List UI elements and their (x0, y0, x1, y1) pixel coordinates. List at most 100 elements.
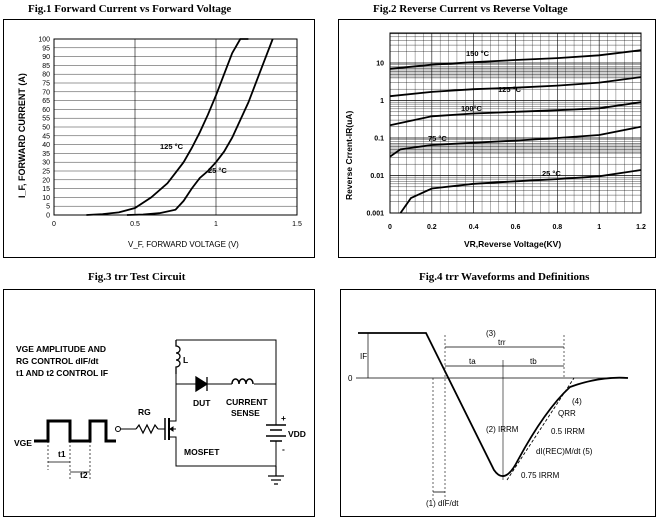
fig1-ytick: 20 (42, 177, 50, 184)
fig1-ytick: 60 (42, 107, 50, 114)
fig1-ytick: 10 (42, 195, 50, 202)
fig1-ytick: 15 (42, 186, 50, 193)
vdd-battery (266, 424, 286, 442)
inductor-l (175, 340, 181, 374)
fig2-ytick: 0.1 (374, 136, 384, 143)
fig2-series-1 (389, 76, 642, 98)
fig1-ytick: 5 (46, 204, 50, 211)
vge-pulse-waveform (34, 419, 116, 443)
slope-label: dI(REC)M/dt (5) (536, 447, 593, 456)
fig3-panel (3, 289, 315, 517)
fig2-xlabel: VR,Reverse Voltage(KV) (464, 239, 561, 249)
mosfet-arrow (169, 426, 176, 432)
fig2-label-125: 125 °C (498, 85, 522, 94)
fig2-title: Fig.2 Reverse Current vs Reverse Voltage (373, 3, 568, 15)
zero-label: 0 (348, 374, 353, 383)
rg-resistor (135, 423, 159, 435)
n3-label: (3) (486, 329, 496, 338)
fig2-series-4 (399, 169, 642, 214)
fig2-panel (338, 19, 656, 258)
fig1-xtick: 1.5 (292, 221, 302, 228)
fig2-series-3 (389, 125, 642, 158)
fig2-ylabel: Reverse Crrent-IR(uA) (344, 111, 354, 200)
fig2-xtick: 1 (597, 224, 601, 231)
fig2-ytick: 0.001 (366, 211, 384, 218)
fig2-xtick: 0.2 (427, 224, 437, 231)
recovery-tangent (506, 377, 575, 481)
fig1-ytick: 45 (42, 133, 50, 140)
fig1-series-1 (126, 38, 274, 216)
n1-label: (1) dIF/dt (426, 499, 459, 508)
p75-label: 0.75 IRRM (521, 471, 560, 480)
fig2-label-150: 150 °C (466, 49, 490, 58)
fig2-series-2 (389, 101, 642, 127)
fig1-series-0 (86, 38, 249, 216)
fig2-ytick: 10 (376, 61, 384, 68)
fig1-label-125: 125 °C (160, 142, 184, 151)
trr-label: trr (498, 338, 506, 347)
fig1-ytick: 75 (42, 81, 50, 88)
fig1-ylabel: I_F, FORWARD CURRENT (A) (17, 73, 27, 198)
fig3-note-line1: VGE AMPLITUDE AND (16, 344, 106, 354)
fig1-ytick: 65 (42, 98, 50, 105)
fig1-panel (3, 19, 315, 258)
sense-label: SENSE (231, 408, 260, 418)
fig1-ytick: 40 (42, 142, 50, 149)
dut-diode (195, 375, 209, 393)
fig1-ytick: 80 (42, 72, 50, 79)
vdd-label: VDD (288, 429, 306, 439)
mosfet-label: MOSFET (184, 447, 220, 457)
fig2-ytick: 0.01 (370, 173, 384, 180)
fig4-panel (340, 289, 656, 517)
input-terminal (115, 426, 121, 432)
inductor-label: L (183, 355, 188, 365)
fig2-ytick: 1 (380, 98, 384, 105)
fig1-ytick: 25 (42, 169, 50, 176)
fig3-title: Fig.3 trr Test Circuit (88, 271, 186, 283)
fig2-xtick: 1.2 (636, 224, 646, 231)
fig1-title: Fig.1 Forward Current vs Forward Voltage (28, 3, 232, 15)
fig1-xlabel: V_F, FORWARD VOLTAGE (V) (128, 240, 239, 249)
vdd-plus: + (281, 413, 286, 423)
ground-symbol (268, 466, 284, 485)
fig1-ytick: 50 (42, 125, 50, 132)
fig1-ytick: 55 (42, 116, 50, 123)
fig2-label-100: 100°C (461, 104, 483, 113)
vdd-minus: - (282, 444, 285, 454)
if-label: IF (360, 352, 367, 361)
fig1-ytick: 0 (46, 213, 50, 220)
fig1-xtick: 0.5 (130, 221, 140, 228)
fig1-ytick: 70 (42, 89, 50, 96)
fig1-ytick: 90 (42, 54, 50, 61)
n4-label: (4) (572, 397, 582, 406)
fig2-xtick: 0.8 (552, 224, 562, 231)
fig1-ytick: 30 (42, 160, 50, 167)
fig2-series-0 (389, 49, 642, 70)
diode-current-curve (358, 332, 629, 477)
dut-label: DUT (193, 398, 211, 408)
fig2-xtick: 0.6 (511, 224, 521, 231)
t2-label: t2 (80, 470, 88, 480)
qrr-label: QRR (558, 409, 576, 418)
rg-label: RG (138, 407, 151, 417)
fig1-ytick: 85 (42, 63, 50, 70)
t1-label: t1 (58, 449, 66, 459)
fig3-note-line2: RG CONTROL dIF/dt (16, 356, 99, 366)
top-wire (175, 339, 277, 467)
fig1-ytick: 100 (38, 37, 50, 44)
fig2-xtick: 0 (388, 224, 392, 231)
current-label: CURRENT (226, 397, 268, 407)
fig4-title: Fig.4 trr Waveforms and Definitions (419, 271, 590, 283)
fig2-label-75: 75 °C (428, 134, 447, 143)
fig1-xtick: 1 (214, 221, 218, 228)
fig1-label-25: 25 °C (208, 166, 227, 175)
fig2-label-25: 25 °C (542, 169, 561, 178)
ta-label: ta (469, 357, 476, 366)
tb-label: tb (530, 357, 537, 366)
irrm-label: (2) IRRM (486, 425, 519, 434)
vge-label: VGE (14, 438, 32, 448)
